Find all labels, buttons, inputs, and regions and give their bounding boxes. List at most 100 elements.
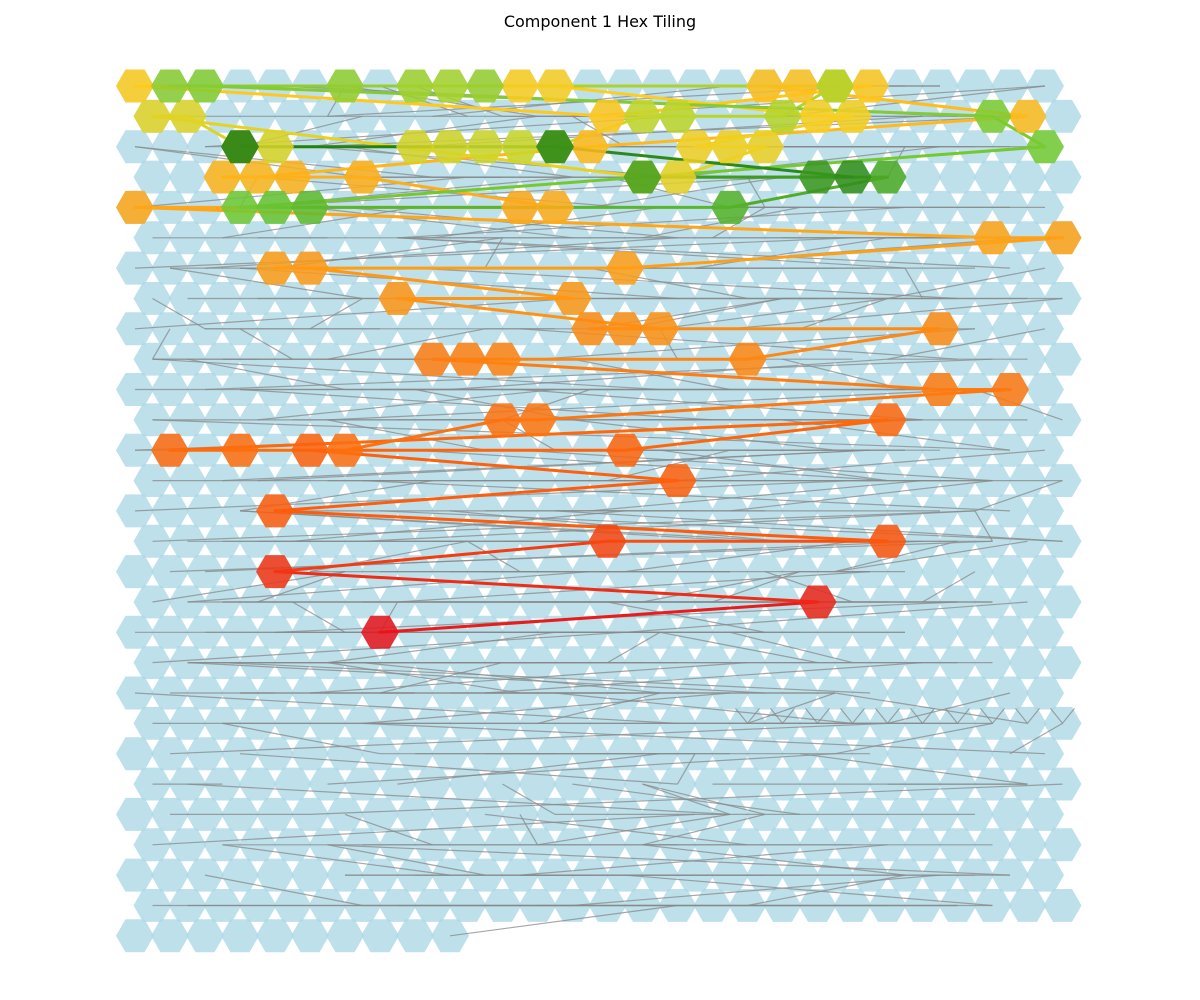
- grid-edge: [309, 297, 363, 330]
- grid-edge: [770, 707, 795, 725]
- path-hex: [606, 433, 644, 467]
- hex-tile: [921, 555, 959, 589]
- path-hex: [746, 69, 784, 103]
- grid-edge: [974, 480, 1063, 512]
- grid-edge: [397, 753, 661, 785]
- grid-edge: [414, 267, 958, 300]
- hex-tile: [991, 69, 1029, 103]
- path-hex: [623, 160, 662, 194]
- grid-edge: [449, 904, 678, 937]
- hex-tile: [1026, 797, 1064, 831]
- path-segment: [273, 539, 609, 574]
- grid-edge: [484, 813, 748, 846]
- grid-edge: [362, 662, 661, 694]
- path-hex: [571, 130, 609, 164]
- grid-edge: [676, 753, 696, 785]
- hex-tile: [133, 160, 172, 194]
- grid-edge: [362, 692, 731, 724]
- hex-tile: [553, 767, 592, 801]
- path-hex: [1008, 99, 1047, 133]
- path-hex: [536, 69, 574, 103]
- hex-tile: [1043, 342, 1082, 376]
- hex-tile: [448, 767, 487, 801]
- grid-edge: [887, 328, 1046, 360]
- hex-tile: [956, 676, 994, 710]
- hex-tile: [186, 737, 224, 771]
- path-hex: [186, 69, 224, 103]
- grid-edge: [169, 722, 888, 755]
- grid-edge: [922, 571, 976, 603]
- grid-edge: [642, 813, 766, 846]
- path-hex: [326, 69, 364, 103]
- grid-edge: [169, 540, 993, 573]
- path-hex: [501, 190, 539, 224]
- path-hex: [518, 403, 557, 437]
- path-hex: [728, 342, 767, 376]
- hex-tile: [1026, 858, 1064, 892]
- grid-edge: [152, 297, 206, 330]
- path-hex: [588, 524, 627, 558]
- path-hex: [168, 99, 207, 133]
- hex-tile: [1008, 160, 1047, 194]
- path-hex: [868, 524, 907, 558]
- grid-edge: [1050, 707, 1075, 725]
- path-hex: [921, 312, 959, 346]
- grid-edge: [875, 707, 900, 725]
- grid-edge: [397, 237, 906, 269]
- path-segment: [623, 418, 889, 452]
- path-hex: [466, 69, 504, 103]
- path-hex: [431, 69, 469, 103]
- grid-edge: [397, 237, 1011, 269]
- grid-edge: [694, 237, 888, 269]
- grid-edge: [572, 783, 801, 815]
- hex-tile: [1043, 767, 1082, 801]
- hex-tile: [886, 676, 924, 710]
- path-hex: [116, 190, 154, 224]
- hex-tile: [133, 282, 172, 315]
- path-segment: [378, 600, 819, 634]
- grid-edge: [134, 237, 853, 269]
- path-hex: [798, 585, 837, 619]
- path-hex: [203, 160, 242, 194]
- grid-edge: [152, 813, 696, 846]
- grid-edge: [945, 707, 970, 725]
- hex-tile: [186, 919, 224, 953]
- grid-edge: [222, 844, 451, 876]
- hex-tile: [1043, 99, 1082, 133]
- hex-tile: [151, 919, 189, 953]
- grid-edge: [659, 449, 888, 482]
- grid-edge: [327, 844, 486, 876]
- hex-tile: [1026, 555, 1064, 589]
- grid-edge: [974, 510, 994, 542]
- hex-tile: [518, 767, 557, 801]
- grid-edge: [502, 783, 556, 815]
- hex-tile: [256, 737, 294, 771]
- hex-tile: [1008, 828, 1047, 862]
- hex-tile: [186, 494, 224, 528]
- grid-edge: [607, 601, 766, 633]
- hex-tile: [1026, 373, 1064, 406]
- hex-tile: [973, 160, 1012, 194]
- grid-edge: [589, 480, 923, 512]
- hex-tile: [116, 494, 154, 528]
- path-hex: [536, 190, 574, 224]
- path-hex: [851, 69, 889, 103]
- grid-edge: [1009, 722, 1063, 755]
- path-hex: [238, 160, 277, 194]
- path-hex: [868, 403, 907, 437]
- hex-tile: [238, 767, 277, 801]
- hex-tile: [221, 919, 259, 953]
- hex-tile: [396, 919, 434, 953]
- path-hex: [658, 160, 697, 194]
- hex-tile: [151, 494, 189, 528]
- path-hex: [588, 99, 627, 133]
- hex-tile: [291, 858, 329, 892]
- grid-edge: [735, 707, 760, 725]
- grid-edge: [239, 753, 678, 785]
- grid-edge: [362, 510, 976, 542]
- path-hex: [133, 99, 172, 133]
- grid-edge: [152, 358, 661, 391]
- path-segment: [273, 479, 679, 513]
- path-segment: [308, 266, 574, 300]
- grid-edge: [624, 874, 993, 907]
